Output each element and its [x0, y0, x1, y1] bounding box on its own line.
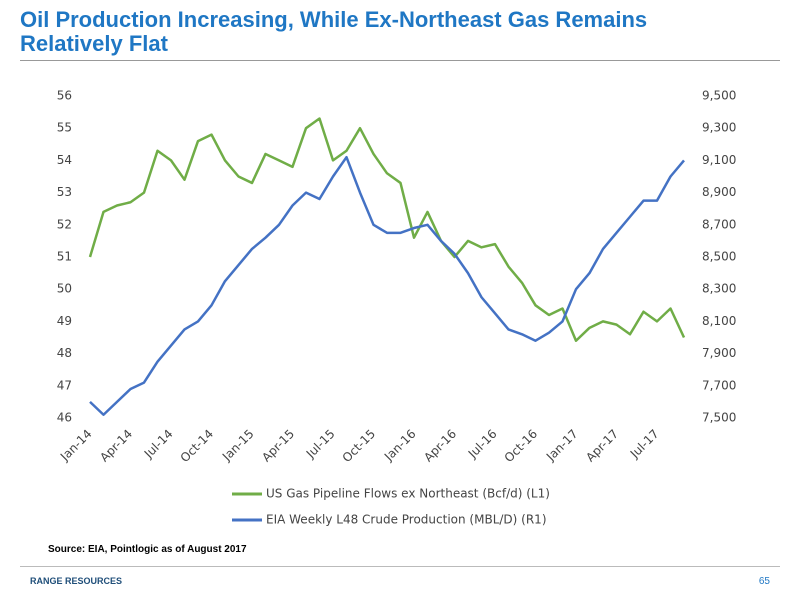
x-tick-label: Oct-15	[340, 427, 378, 465]
x-tick-label: Apr-15	[259, 427, 297, 465]
y-tick-label: 54	[57, 153, 72, 167]
x-tick-label: Jan-15	[219, 427, 257, 465]
y2-tick-label: 7,500	[702, 411, 736, 425]
x-tick-label: Oct-14	[178, 427, 216, 465]
x-tick-label: Jan-16	[381, 427, 419, 465]
y2-tick-label: 8,300	[702, 282, 736, 296]
x-tick-label: Jul-15	[303, 427, 338, 462]
y-tick-label: 51	[57, 250, 72, 264]
x-tick-label: Oct-16	[502, 427, 540, 465]
y2-tick-label: 9,300	[702, 121, 736, 135]
page-number: 65	[758, 576, 770, 587]
x-tick-label: Jan-14	[57, 427, 95, 465]
x-tick-label: Jul-14	[141, 427, 176, 462]
x-tick-label: Apr-16	[421, 427, 459, 465]
y-tick-label: 50	[57, 282, 72, 296]
y-tick-label: 48	[57, 346, 72, 360]
y-tick-label: 52	[57, 217, 72, 231]
x-tick-label: Jan-17	[543, 427, 581, 465]
x-tick-label: Jul-16	[465, 427, 500, 462]
y2-tick-label: 9,500	[702, 89, 736, 103]
y-tick-label: 49	[57, 314, 72, 328]
y-tick-label: 47	[57, 378, 72, 392]
x-tick-label: Jul-17	[627, 427, 662, 462]
logo: RANGE RESOURCES	[30, 576, 123, 586]
source-note: Source: EIA, Pointlogic as of August 201…	[48, 544, 247, 555]
y-tick-label: 56	[57, 89, 72, 103]
x-tick-label: Apr-17	[583, 427, 621, 465]
y2-tick-label: 8,100	[702, 314, 736, 328]
x-tick-label: Apr-14	[97, 427, 135, 465]
legend-label: US Gas Pipeline Flows ex Northeast (Bcf/…	[266, 487, 550, 501]
y-tick-label: 55	[57, 121, 72, 135]
y-tick-label: 53	[57, 185, 72, 199]
slide-title: Oil Production Increasing, While Ex-Nort…	[20, 7, 648, 56]
footer-rule	[20, 566, 780, 567]
y2-tick-label: 9,100	[702, 153, 736, 167]
series-line	[89, 155, 685, 417]
chart: 46 47 48 49 50 51 52 53 54 55 56 7,500 7,700 7,900 8,1…	[57, 89, 737, 527]
y-tick-label: 46	[57, 411, 72, 425]
y2-tick-label: 8,700	[702, 217, 736, 231]
title-rule	[20, 60, 780, 61]
legend-label: EIA Weekly L48 Crude Production (MBL/D) …	[266, 513, 547, 527]
series-line	[88, 117, 686, 342]
y2-tick-label: 8,500	[702, 250, 736, 264]
y2-tick-label: 7,900	[702, 346, 736, 360]
y2-tick-label: 8,900	[702, 185, 736, 199]
y2-tick-label: 7,700	[702, 378, 736, 392]
